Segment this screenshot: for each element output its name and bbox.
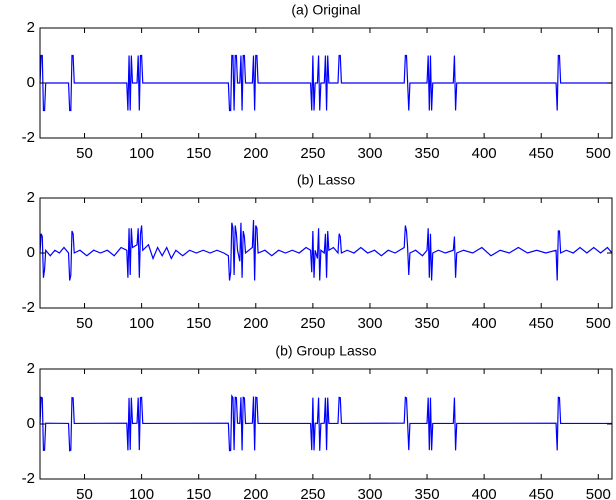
x-tick-label: 150 <box>186 145 211 162</box>
x-tick-label: 100 <box>129 486 154 500</box>
x-tick-label: 350 <box>415 145 440 162</box>
chart-title: (a) Original <box>291 2 360 18</box>
line <box>39 54 612 112</box>
x-tick-label: 250 <box>300 315 325 332</box>
y-tick-label: -2 <box>22 299 35 316</box>
x-tick-label: 500 <box>586 315 611 332</box>
chart-title: (b) Lasso <box>297 172 356 188</box>
x-tick-label: 350 <box>415 486 440 500</box>
x-tick-label: 450 <box>529 315 554 332</box>
y-tick-label: 2 <box>27 19 35 36</box>
x-tick-label: 50 <box>76 486 93 500</box>
x-tick-label: 300 <box>357 486 382 500</box>
x-tick-label: 250 <box>300 145 325 162</box>
x-tick-label: 500 <box>586 145 611 162</box>
x-tick-label: 100 <box>129 145 154 162</box>
x-tick-label: 450 <box>529 145 554 162</box>
x-tick-label: 200 <box>243 145 268 162</box>
y-tick-label: -2 <box>22 129 35 146</box>
x-tick-label: 450 <box>529 486 554 500</box>
x-tick-label: 400 <box>472 145 497 162</box>
x-tick-label: 500 <box>586 486 611 500</box>
line <box>39 394 612 452</box>
x-tick-label: 50 <box>76 145 93 162</box>
x-tick-label: 300 <box>357 145 382 162</box>
y-tick-label: -2 <box>22 470 35 487</box>
y-tick-label: 0 <box>27 74 35 91</box>
y-tick-label: 0 <box>27 415 35 432</box>
x-tick-label: 100 <box>129 315 154 332</box>
x-tick-label: 400 <box>472 486 497 500</box>
x-tick-label: 150 <box>186 486 211 500</box>
x-tick-label: 150 <box>186 315 211 332</box>
y-tick-label: 2 <box>27 189 35 206</box>
x-tick-label: 300 <box>357 315 382 332</box>
y-tick-label: 2 <box>27 360 35 377</box>
x-tick-label: 350 <box>415 315 440 332</box>
x-tick-label: 250 <box>300 486 325 500</box>
y-tick-label: 0 <box>27 244 35 261</box>
x-tick-label: 200 <box>243 315 268 332</box>
x-tick-label: 200 <box>243 486 268 500</box>
x-tick-label: 50 <box>76 315 93 332</box>
x-tick-label: 400 <box>472 315 497 332</box>
chart-title: (b) Group Lasso <box>275 343 376 359</box>
line <box>39 219 613 281</box>
